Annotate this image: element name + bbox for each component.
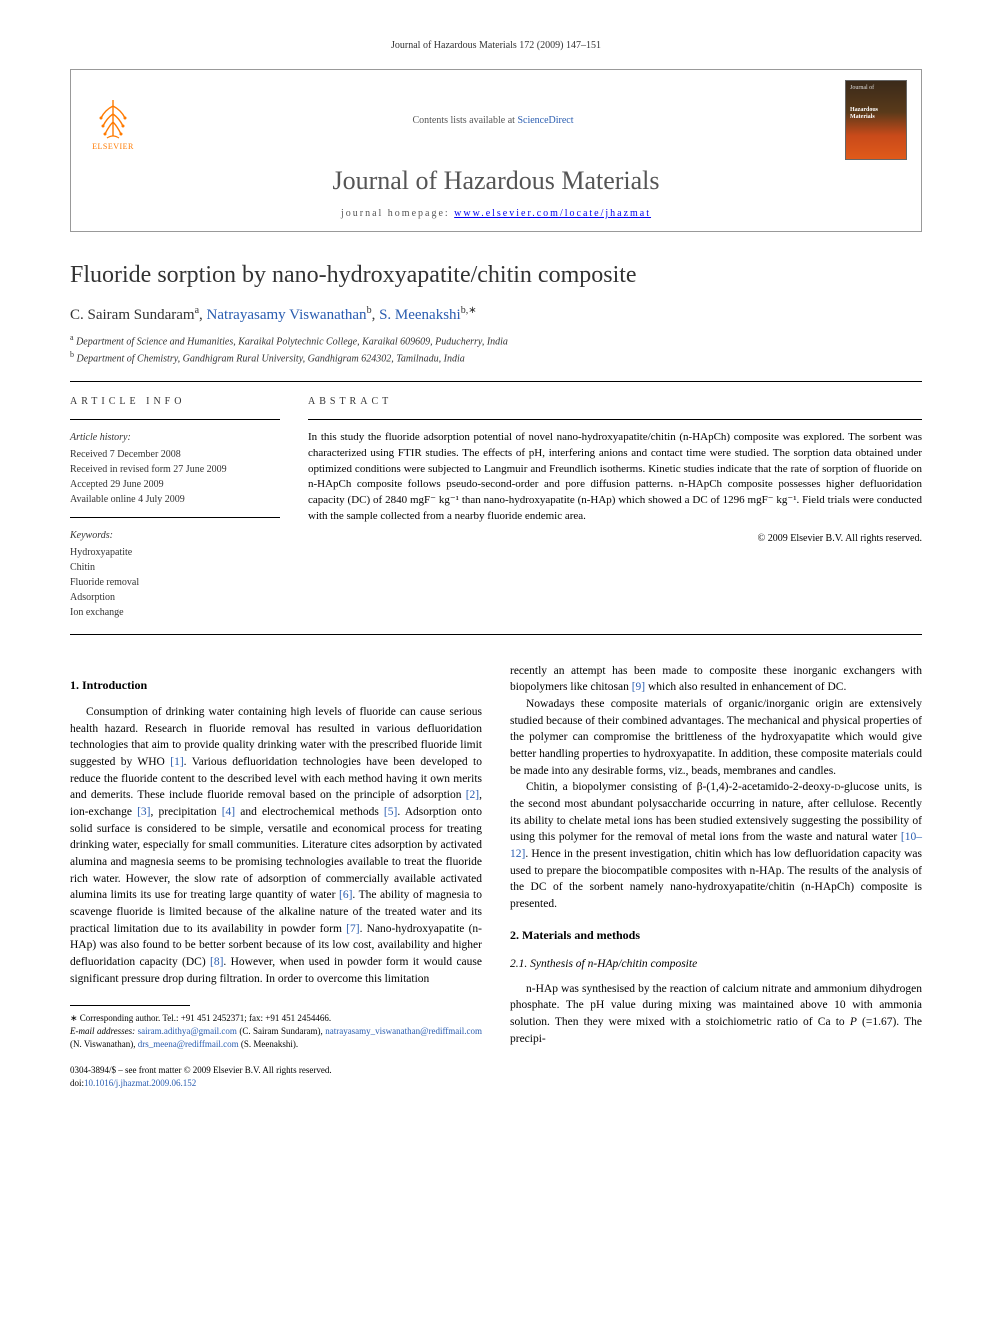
history-received: Received 7 December 2008 [70, 447, 280, 462]
ref-1-link[interactable]: [1] [170, 756, 183, 768]
footnotes: ∗ Corresponding author. Tel.: +91 451 24… [70, 1012, 482, 1050]
ref-2-link[interactable]: [2] [466, 789, 479, 801]
section-1-heading: 1. Introduction [70, 677, 482, 694]
abstract-text: In this study the fluoride adsorption po… [308, 430, 922, 526]
emails-label: E-mail addresses: [70, 1026, 135, 1036]
doi-link[interactable]: 10.1016/j.jhazmat.2009.06.152 [84, 1078, 196, 1088]
contents-prefix: Contents lists available at [412, 115, 517, 126]
ref-4-link[interactable]: [4] [222, 806, 235, 818]
author-3-link[interactable]: S. Meenakshi [379, 307, 461, 323]
affiliation-b-text: Department of Chemistry, Gandhigram Rura… [77, 354, 465, 365]
journal-header-box: ELSEVIER Contents lists available at Sci… [70, 69, 922, 232]
cover-text-top: Journal of [850, 85, 902, 92]
journal-homepage-line: journal homepage: www.elsevier.com/locat… [71, 202, 921, 231]
elsevier-tree-icon [91, 96, 135, 140]
article-title: Fluoride sorption by nano-hydroxyapatite… [70, 262, 922, 289]
email-2-link[interactable]: natrayasamy_viswanathan@rediffmail.com [325, 1026, 482, 1036]
affiliations: a Department of Science and Humanities, … [70, 332, 922, 367]
intro-paragraph-2: Nowadays these composite materials of or… [510, 696, 922, 779]
front-matter-line: 0304-3894/$ – see front matter © 2009 El… [70, 1064, 482, 1077]
keywords-heading: Keywords: [70, 528, 280, 543]
keyword-2: Chitin [70, 560, 280, 575]
abstract-label: abstract [308, 396, 922, 407]
elsevier-name: ELSEVIER [92, 142, 134, 151]
body-column-left: 1. Introduction Consumption of drinking … [70, 663, 482, 1090]
running-head: Journal of Hazardous Materials 172 (2009… [70, 40, 922, 51]
email-1-who: (C. Sairam Sundaram), [239, 1026, 322, 1036]
history-revised: Received in revised form 27 June 2009 [70, 462, 280, 477]
author-2-link[interactable]: Natrayasamy Viswanathan [207, 307, 367, 323]
methods-paragraph-1: n-HAp was synthesised by the reaction of… [510, 981, 922, 1048]
author-1-affil-marker: a [195, 305, 199, 316]
ref-6-link[interactable]: [6] [339, 889, 352, 901]
doi-label: doi: [70, 1078, 84, 1088]
section-2-heading: 2. Materials and methods [510, 927, 922, 944]
history-accepted: Accepted 29 June 2009 [70, 477, 280, 492]
divider-top [70, 381, 922, 382]
footnote-separator [70, 1005, 190, 1006]
corresponding-author-note: ∗ Corresponding author. Tel.: +91 451 24… [70, 1012, 482, 1025]
email-1-link[interactable]: sairam.adithya@gmail.com [138, 1026, 237, 1036]
homepage-prefix: journal homepage: [341, 208, 454, 219]
info-divider-1 [70, 419, 280, 420]
section-2-1-heading: 2.1. Synthesis of n-HAp/chitin composite [510, 956, 922, 973]
intro-paragraph-cont: recently an attempt has been made to com… [510, 663, 922, 696]
ref-7-link[interactable]: [7] [346, 923, 359, 935]
ref-3-link[interactable]: [3] [137, 806, 150, 818]
authors-line: C. Sairam Sundarama, Natrayasamy Viswana… [70, 305, 922, 324]
affiliation-a: a Department of Science and Humanities, … [70, 332, 922, 349]
divider-bottom [70, 634, 922, 635]
contents-available-line: Contents lists available at ScienceDirec… [141, 115, 845, 126]
ref-5-link[interactable]: [5] [384, 806, 397, 818]
keywords-block: Keywords: Hydroxyapatite Chitin Fluoride… [70, 528, 280, 620]
intro-paragraph-1: Consumption of drinking water containing… [70, 704, 482, 987]
affiliation-a-text: Department of Science and Humanities, Ka… [76, 336, 508, 347]
keyword-1: Hydroxyapatite [70, 545, 280, 560]
article-info-label: article info [70, 396, 280, 407]
corresponding-marker: ∗ [468, 305, 476, 316]
ref-9-link[interactable]: [9] [632, 681, 645, 693]
email-3-link[interactable]: drs_meena@rediffmail.com [138, 1039, 239, 1049]
journal-cover-thumbnail: Journal of Hazardous Materials [845, 80, 907, 160]
abstract-copyright: © 2009 Elsevier B.V. All rights reserved… [308, 533, 922, 544]
history-online: Available online 4 July 2009 [70, 492, 280, 507]
ref-10-12-link[interactable]: [10–12] [510, 831, 922, 860]
author-1: C. Sairam Sundaram [70, 307, 195, 323]
cover-text-mid: Hazardous Materials [850, 107, 902, 120]
affiliation-b: b Department of Chemistry, Gandhigram Ru… [70, 349, 922, 366]
journal-title: Journal of Hazardous Materials [332, 166, 659, 196]
author-2-affil-marker: b [367, 305, 372, 316]
abstract-divider [308, 419, 922, 420]
article-history-block: Article history: Received 7 December 200… [70, 430, 280, 507]
keyword-5: Ion exchange [70, 605, 280, 620]
elsevier-logo: ELSEVIER [85, 89, 141, 151]
intro-paragraph-3: Chitin, a biopolymer consisting of β-(1,… [510, 779, 922, 912]
journal-homepage-link[interactable]: www.elsevier.com/locate/jhazmat [454, 208, 651, 219]
keyword-3: Fluoride removal [70, 575, 280, 590]
ref-8-link[interactable]: [8] [210, 956, 223, 968]
body-column-right: recently an attempt has been made to com… [510, 663, 922, 1090]
email-2-who: (N. Viswanathan), [70, 1039, 136, 1049]
keyword-4: Adsorption [70, 590, 280, 605]
email-3-who: (S. Meenakshi). [241, 1039, 298, 1049]
history-heading: Article history: [70, 430, 280, 445]
info-divider-2 [70, 517, 280, 518]
page-footer: 0304-3894/$ – see front matter © 2009 El… [70, 1064, 482, 1089]
sciencedirect-link[interactable]: ScienceDirect [517, 115, 573, 126]
